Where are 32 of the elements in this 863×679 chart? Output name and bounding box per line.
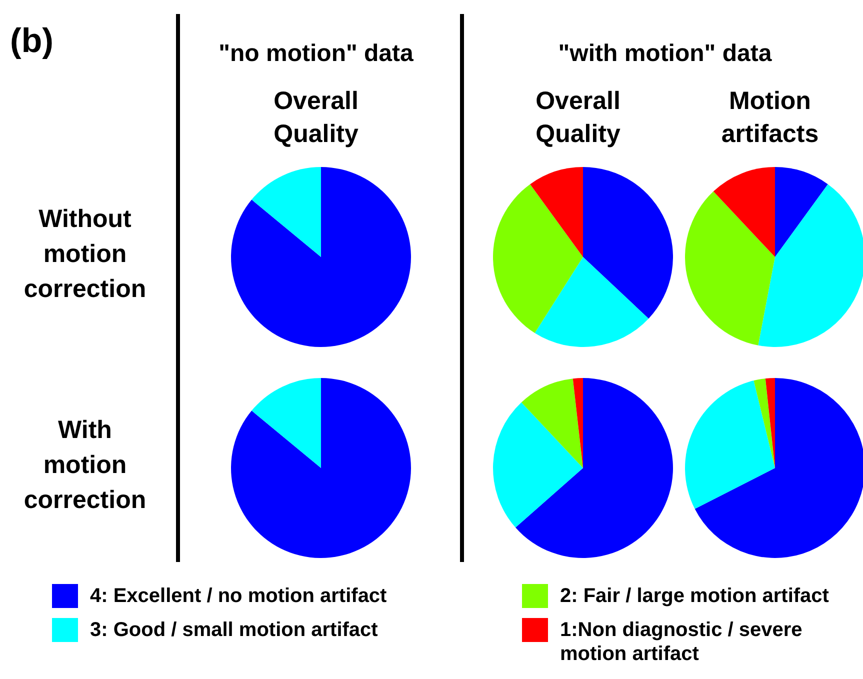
- pie-slice: [758, 184, 863, 347]
- pie-slice: [583, 167, 673, 319]
- chart-title: Overall Quality: [534, 86, 622, 150]
- pie-slice: [694, 378, 863, 558]
- pie-slice: [530, 167, 583, 257]
- pie-slice: [252, 378, 321, 468]
- pie-slice: [231, 167, 411, 347]
- pie-slice: [231, 378, 411, 558]
- legend-label: 2: Fair / large motion artifact: [560, 584, 829, 608]
- pie-slice: [775, 167, 828, 257]
- pie-slice: [515, 378, 673, 558]
- pie-slice: [493, 402, 583, 528]
- pie-slice: [252, 167, 321, 257]
- pie-slice: [685, 191, 775, 346]
- pie-slice: [754, 378, 775, 468]
- chart-title: Motion artifacts: [720, 86, 820, 150]
- pie-slice: [521, 378, 583, 468]
- pie-slice: [685, 380, 775, 509]
- text: With motion correction: [22, 415, 148, 516]
- pie-slice: [572, 378, 583, 468]
- text: "with motion" data: [557, 40, 773, 68]
- text: Without motion correction: [22, 204, 148, 305]
- text: (b): [10, 22, 54, 61]
- legend-label: 4: Excellent / no motion artifact: [90, 584, 387, 608]
- pie-slice: [534, 257, 649, 347]
- legend-label: 3: Good / small motion artifact: [90, 618, 378, 642]
- text: "no motion" data: [218, 40, 414, 68]
- pie-slice: [493, 184, 583, 333]
- legend-label: 1:Non diagnostic / severe motion artifact: [560, 618, 804, 666]
- pie-slice: [765, 378, 775, 468]
- pie-slice: [713, 167, 775, 257]
- chart-title: Overall Quality: [272, 86, 360, 150]
